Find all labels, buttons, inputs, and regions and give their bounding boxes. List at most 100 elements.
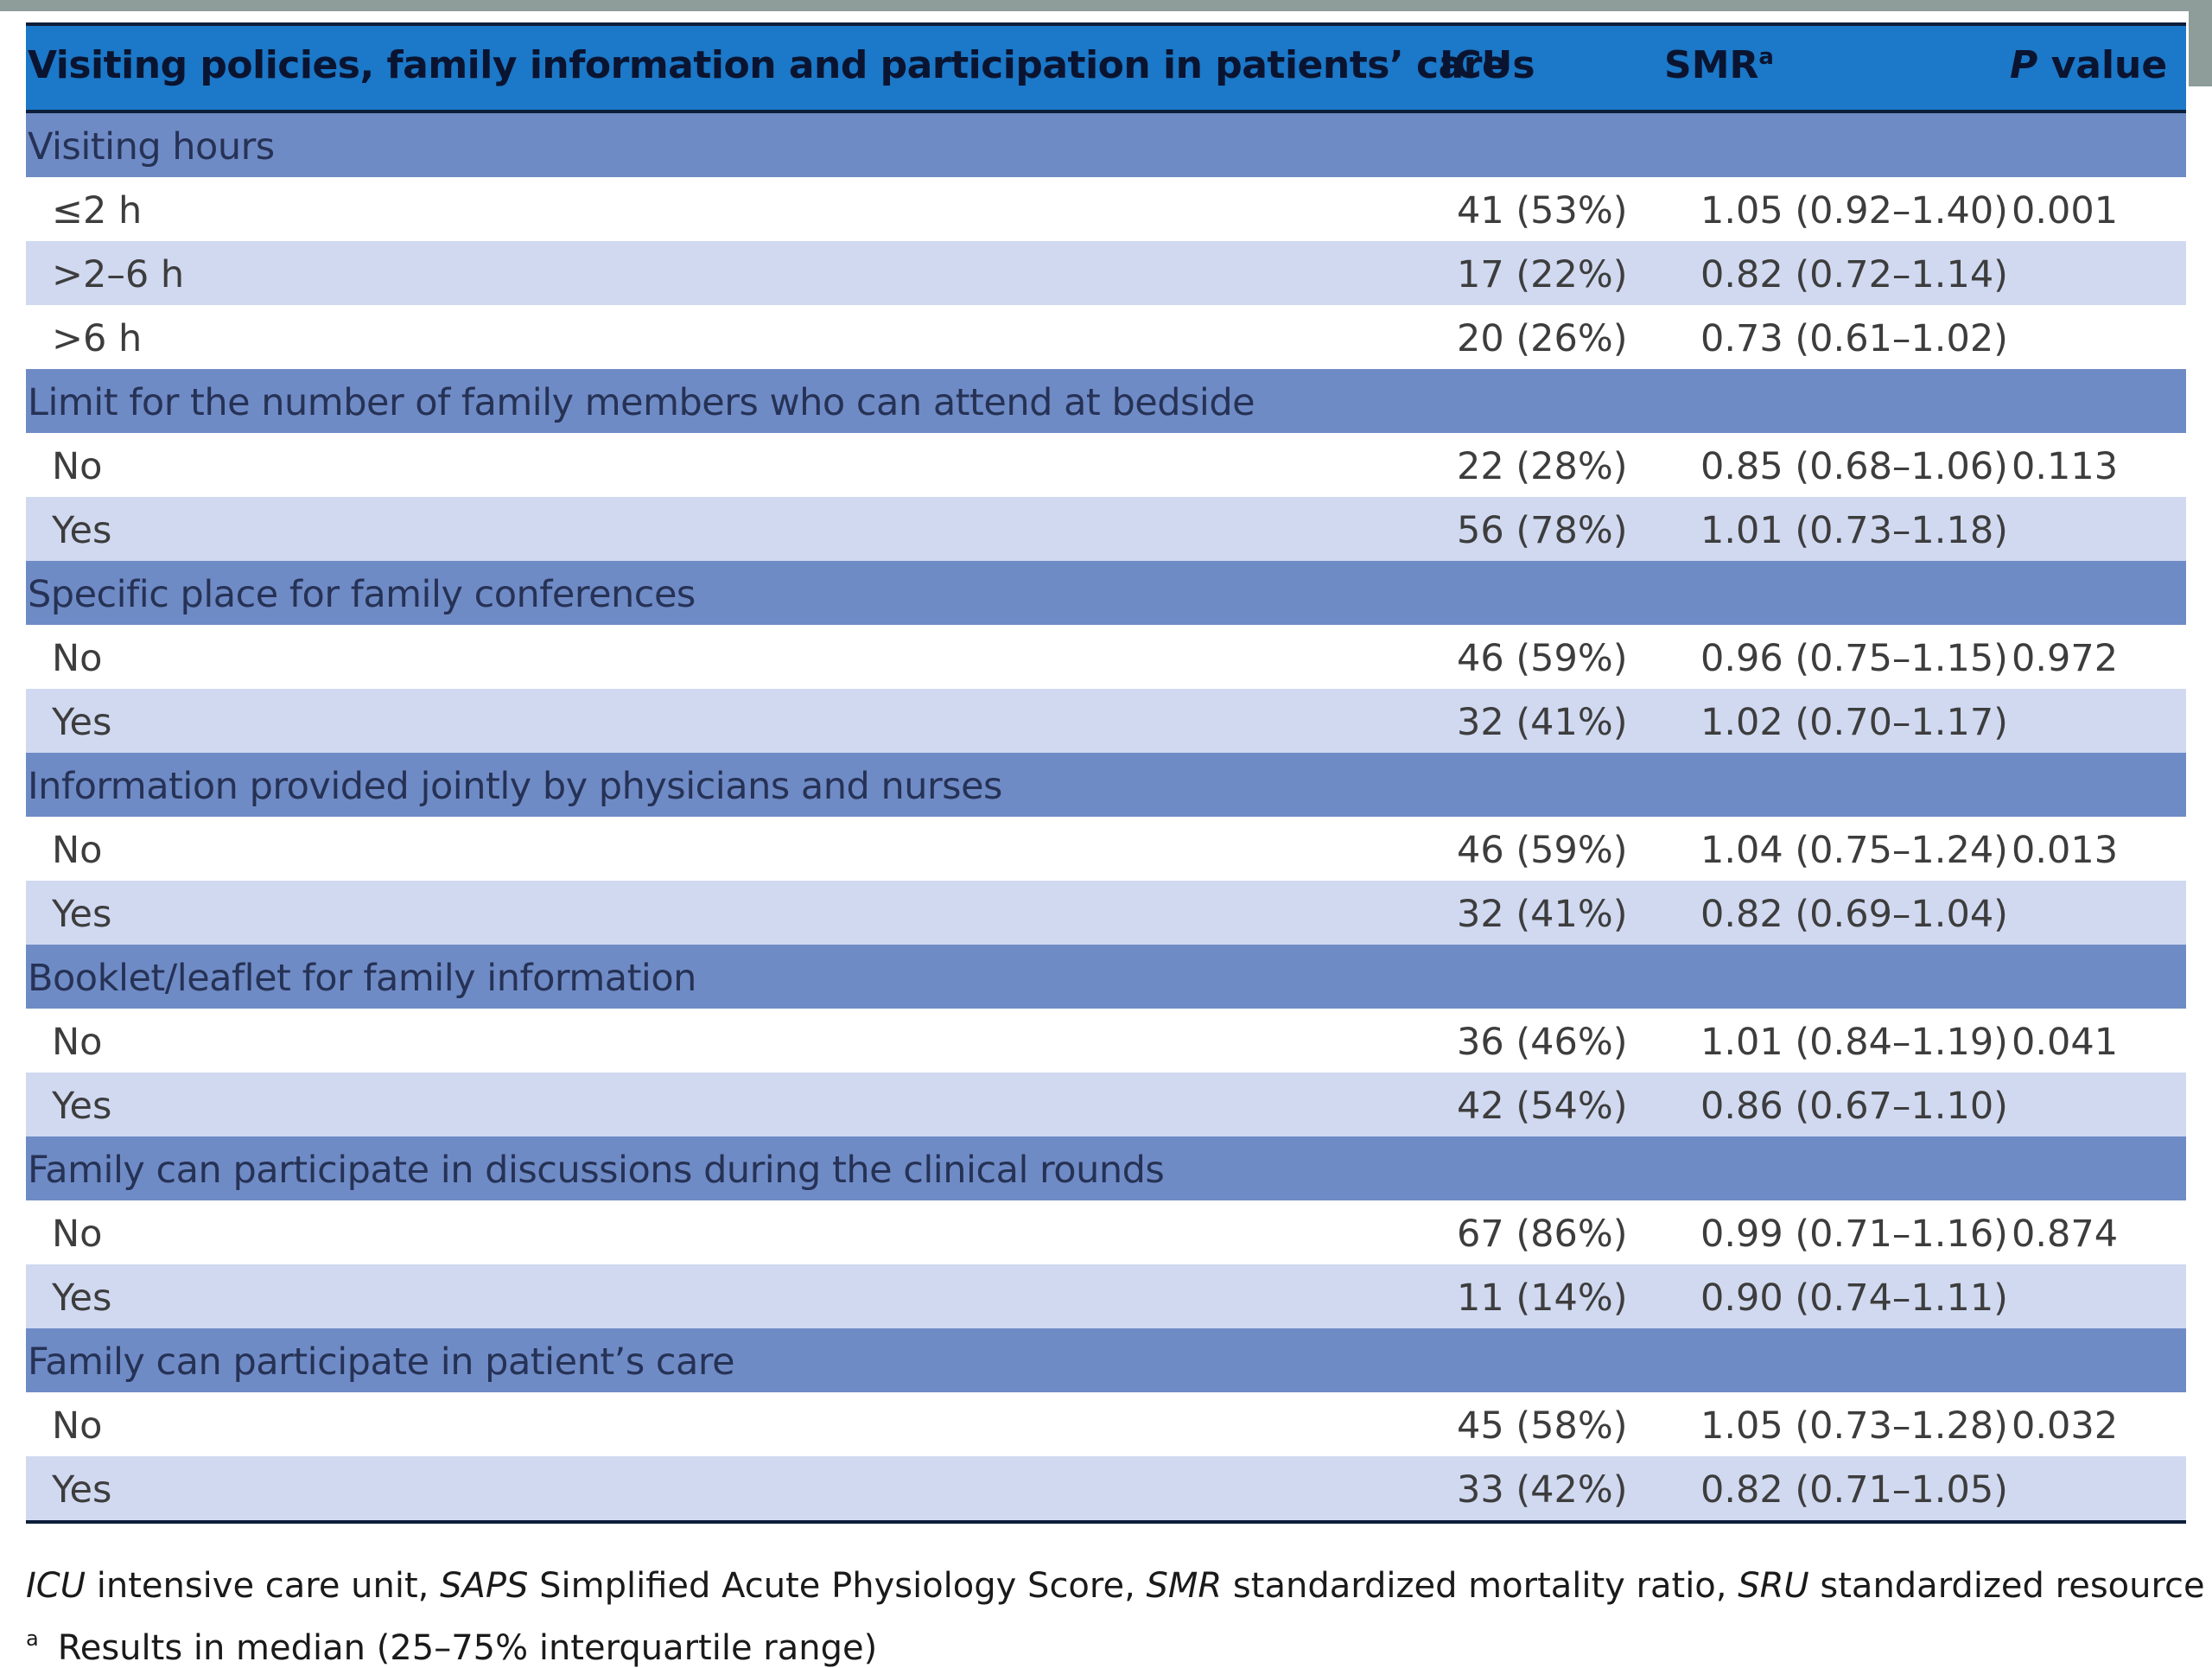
row-label: ≤2 h	[52, 189, 143, 232]
smr-cell: 1.05 (0.73–1.28)	[1700, 1404, 2008, 1448]
table-row: No 36 (46%) 1.01 (0.84–1.19) 0.041	[26, 1009, 2186, 1073]
smr-cell: 0.82 (0.72–1.14)	[1700, 253, 2008, 296]
row-label: No	[52, 637, 103, 680]
group-header-row: Family can participate in patient’s care	[26, 1328, 2186, 1392]
table-row: ≤2 h 41 (53%) 1.05 (0.92–1.40) 0.001	[26, 177, 2186, 241]
slide-top-bar	[0, 0, 2212, 11]
table-row: No 46 (59%) 0.96 (0.75–1.15) 0.972	[26, 625, 2186, 689]
row-label: >2–6 h	[52, 253, 185, 296]
row-label: Yes	[52, 1276, 112, 1320]
group-label: Information provided jointly by physicia…	[28, 765, 1002, 808]
icus-cell: 20 (26%)	[1457, 317, 1628, 360]
smr-cell: 0.82 (0.71–1.05)	[1700, 1468, 2008, 1512]
header-smr: SMRa	[1664, 43, 1774, 87]
abbr-def: Simplified Acute Physiology Score,	[528, 1566, 1147, 1606]
row-label: Yes	[52, 701, 112, 744]
row-label: No	[52, 1021, 103, 1064]
icus-cell: 36 (46%)	[1457, 1021, 1628, 1064]
table-row: >6 h 20 (26%) 0.73 (0.61–1.02)	[26, 305, 2186, 369]
icus-cell: 11 (14%)	[1457, 1276, 1628, 1320]
group-label: Family can participate in patient’s care	[28, 1340, 735, 1384]
table-row: Yes 42 (54%) 0.86 (0.67–1.10)	[26, 1073, 2186, 1136]
row-label: No	[52, 445, 103, 488]
header-icus: ICUs	[1440, 43, 1535, 87]
p-value-cell: 0.001	[2012, 189, 2119, 232]
row-label: Yes	[52, 893, 112, 936]
table-row: Yes 32 (41%) 1.02 (0.70–1.17)	[26, 689, 2186, 753]
p-value-cell: 0.874	[2012, 1213, 2119, 1256]
row-label: Yes	[52, 1468, 112, 1512]
smr-cell: 1.04 (0.75–1.24)	[1700, 829, 2008, 872]
group-label: Booklet/leaflet for family information	[28, 957, 696, 1000]
smr-cell: 1.05 (0.92–1.40)	[1700, 189, 2008, 232]
footnote-marker: a	[26, 1627, 39, 1651]
group-header-row: Booklet/leaflet for family information	[26, 945, 2186, 1009]
abbr-term: ICU	[26, 1566, 86, 1606]
header-p-value: P value	[2010, 43, 2167, 87]
group-header-row: Specific place for family conferences	[26, 561, 2186, 625]
p-value-cell: 0.113	[2012, 445, 2119, 488]
row-label: No	[52, 829, 103, 872]
group-label: Family can participate in discussions du…	[28, 1149, 1165, 1192]
smr-cell: 0.82 (0.69–1.04)	[1700, 893, 2008, 936]
table-row: Yes 56 (78%) 1.01 (0.73–1.18)	[26, 497, 2186, 561]
group-header-row: Information provided jointly by physicia…	[26, 753, 2186, 817]
header-title: Visiting policies, family information an…	[28, 43, 1508, 87]
row-label: Yes	[52, 1085, 112, 1128]
table-row: Yes 32 (41%) 0.82 (0.69–1.04)	[26, 881, 2186, 945]
median-footnote: a Results in median (25–75% interquartile…	[26, 1627, 877, 1668]
abbr-term: SMR	[1146, 1566, 1223, 1606]
abbr-term: SRU	[1738, 1566, 1809, 1606]
smr-cell: 0.96 (0.75–1.15)	[1700, 637, 2008, 680]
table-body: Visiting hours ≤2 h 41 (53%) 1.05 (0.92–1.4…	[26, 113, 2186, 1520]
table-row: No 22 (28%) 0.85 (0.68–1.06) 0.113	[26, 433, 2186, 497]
icus-cell: 33 (42%)	[1457, 1468, 1628, 1512]
header-p-rest: value	[2037, 43, 2168, 87]
slide-right-bar	[2189, 0, 2212, 86]
p-value-cell: 0.041	[2012, 1021, 2119, 1064]
group-header-row: Family can participate in discussions du…	[26, 1136, 2186, 1200]
p-value-cell: 0.972	[2012, 637, 2119, 680]
smr-cell: 1.01 (0.84–1.19)	[1700, 1021, 2008, 1064]
group-label: Specific place for family conferences	[28, 573, 696, 616]
smr-cell: 1.01 (0.73–1.18)	[1700, 509, 2008, 552]
smr-cell: 0.90 (0.74–1.11)	[1700, 1276, 2008, 1320]
icus-cell: 32 (41%)	[1457, 893, 1628, 936]
table-row: >2–6 h 17 (22%) 0.82 (0.72–1.14)	[26, 241, 2186, 305]
table-header: Visiting policies, family information an…	[26, 22, 2186, 113]
icus-cell: 22 (28%)	[1457, 445, 1628, 488]
abbr-def: standardized mortality ratio,	[1222, 1566, 1738, 1606]
smr-cell: 0.86 (0.67–1.10)	[1700, 1085, 2008, 1128]
header-smr-superscript: a	[1758, 44, 1774, 70]
abbr-def: standardized resource use	[1820, 1566, 2212, 1606]
table-bottom-rule	[26, 1520, 2186, 1524]
abbreviations-footnote: ICU intensive care unit, SAPS Simplified…	[26, 1566, 2212, 1606]
smr-cell: 0.73 (0.61–1.02)	[1700, 317, 2008, 360]
icus-cell: 45 (58%)	[1457, 1404, 1628, 1448]
p-value-cell: 0.032	[2012, 1404, 2119, 1448]
group-header-row: Limit for the number of family members w…	[26, 369, 2186, 433]
row-label: >6 h	[52, 317, 143, 360]
icus-cell: 46 (59%)	[1457, 829, 1628, 872]
row-label: No	[52, 1213, 103, 1256]
table-row: No 67 (86%) 0.99 (0.71–1.16) 0.874	[26, 1200, 2186, 1264]
table-row: No 45 (58%) 1.05 (0.73–1.28) 0.032	[26, 1392, 2186, 1456]
icus-cell: 67 (86%)	[1457, 1213, 1628, 1256]
icus-cell: 46 (59%)	[1457, 637, 1628, 680]
group-label: Limit for the number of family members w…	[28, 381, 1255, 424]
header-p-italic: P	[2010, 43, 2038, 87]
row-label: Yes	[52, 509, 112, 552]
header-smr-text: SMR	[1664, 43, 1759, 87]
smr-cell: 0.99 (0.71–1.16)	[1700, 1213, 2008, 1256]
policies-table: Visiting policies, family information an…	[26, 22, 2186, 1524]
icus-cell: 32 (41%)	[1457, 701, 1628, 744]
table-row: No 46 (59%) 1.04 (0.75–1.24) 0.013	[26, 817, 2186, 881]
icus-cell: 17 (22%)	[1457, 253, 1628, 296]
smr-cell: 1.02 (0.70–1.17)	[1700, 701, 2008, 744]
row-label: No	[52, 1404, 103, 1448]
icus-cell: 41 (53%)	[1457, 189, 1628, 232]
abbr-def: intensive care unit,	[86, 1566, 441, 1606]
smr-cell: 0.85 (0.68–1.06)	[1700, 445, 2008, 488]
abbr-term: SAPS	[440, 1566, 529, 1606]
icus-cell: 56 (78%)	[1457, 509, 1628, 552]
